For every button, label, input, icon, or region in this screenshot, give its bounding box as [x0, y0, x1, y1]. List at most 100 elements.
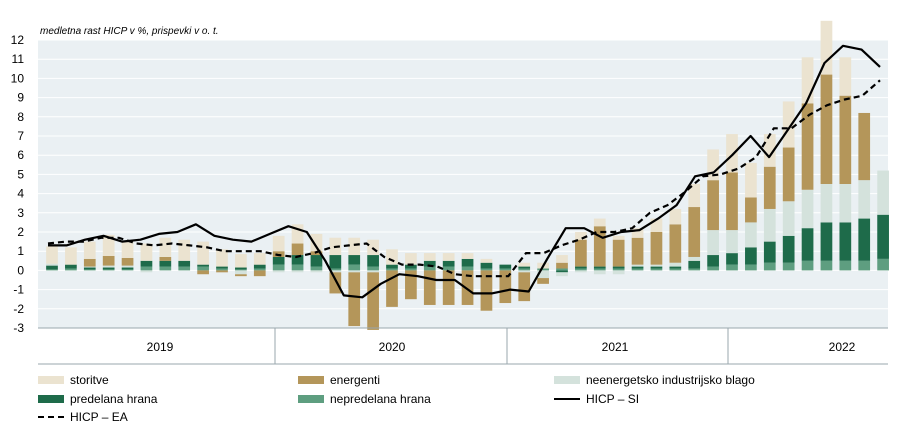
bar-storitve	[83, 241, 96, 259]
legend-item-predelana-hrana: predelana hrana	[38, 392, 157, 406]
bar-energenti	[650, 232, 663, 265]
bar-predelana	[272, 256, 285, 265]
bar-storitve	[688, 184, 701, 208]
bar-neenergetsko	[102, 265, 115, 268]
bar-energenti	[537, 278, 549, 284]
bar-predelana	[650, 266, 663, 269]
bar-predelana	[575, 266, 587, 269]
bar-storitve	[801, 57, 814, 104]
bar-nepredelana	[65, 268, 77, 271]
legend-swatch-neenergetsko	[554, 376, 580, 384]
bar-neenergetsko	[537, 270, 549, 279]
legend-label-neenergetsko: neenergetsko industrijsko blago	[586, 373, 755, 387]
bar-predelana	[480, 262, 493, 269]
bar-energenti	[442, 270, 455, 305]
bar-nepredelana	[669, 268, 682, 271]
legend-label-hicp-si: HICP – SI	[586, 392, 640, 406]
bar-predelana	[310, 255, 323, 267]
bar-energenti	[556, 262, 568, 269]
bar-storitve	[178, 239, 191, 261]
bar-nepredelana	[386, 268, 398, 271]
bar-storitve	[65, 247, 77, 265]
bar-nepredelana	[121, 269, 134, 271]
bar-nepredelana	[801, 260, 814, 271]
bar-nepredelana	[858, 260, 871, 271]
bar-nepredelana	[197, 266, 209, 271]
bar-energenti	[575, 239, 587, 267]
bar-nepredelana	[745, 264, 757, 271]
bar-storitve	[423, 253, 436, 261]
bar-storitve	[612, 235, 625, 240]
bar-nepredelana	[612, 268, 625, 271]
bar-energenti	[329, 272, 342, 294]
x-tick-label: 2021	[602, 340, 629, 354]
bar-energenti	[197, 270, 209, 275]
bar-energenti	[253, 270, 266, 277]
bar-nepredelana	[102, 269, 115, 271]
bar-neenergetsko	[839, 184, 852, 223]
bar-energenti	[612, 239, 625, 267]
legend-label-energenti: energenti	[330, 373, 381, 387]
bar-nepredelana	[423, 266, 436, 271]
y-tick-label: 2	[17, 225, 24, 239]
bar-energenti	[216, 270, 228, 273]
bar-storitve	[102, 234, 115, 256]
bar-storitve	[272, 235, 285, 252]
bar-storitve	[405, 253, 417, 265]
bar-energenti	[858, 112, 871, 181]
bar-storitve	[631, 228, 644, 238]
bar-storitve	[650, 218, 663, 232]
bar-neenergetsko	[46, 263, 58, 266]
bar-series	[46, 20, 889, 330]
bar-energenti	[745, 197, 757, 223]
bar-predelana	[386, 264, 398, 269]
legend-item-neenergetsko: neenergetsko industrijsko blago	[554, 373, 755, 387]
bar-energenti	[386, 270, 398, 307]
legend-swatch-nepredelana-hrana	[298, 395, 324, 403]
bar-storitve	[745, 162, 757, 198]
legend-label-hicp-ea: HICP – EA	[70, 410, 128, 424]
bar-predelana	[593, 266, 606, 269]
bar-predelana	[688, 260, 701, 269]
bar-storitve	[348, 237, 361, 256]
bar-nepredelana	[216, 268, 228, 271]
bar-storitve	[291, 224, 304, 244]
bar-predelana	[801, 228, 814, 261]
bar-predelana	[197, 264, 209, 267]
bar-energenti	[461, 270, 474, 305]
bar-energenti	[159, 256, 172, 261]
y-tick-label: 7	[17, 129, 24, 143]
bar-nepredelana	[726, 264, 738, 271]
bar-nepredelana	[442, 266, 455, 271]
x-axis: 2019 2020 2021 2022	[38, 327, 888, 365]
bar-neenergetsko	[235, 270, 247, 275]
bar-energenti	[291, 243, 304, 256]
bar-predelana	[291, 255, 304, 265]
bar-energenti	[707, 180, 719, 231]
bar-energenti	[763, 166, 776, 209]
bar-energenti	[726, 172, 738, 231]
bar-nepredelana	[480, 268, 493, 271]
bar-energenti	[480, 270, 493, 311]
bar-energenti	[688, 207, 701, 257]
bar-energenti	[348, 272, 361, 327]
bar-energenti	[518, 272, 531, 302]
legend-swatch-storitve	[38, 376, 64, 384]
bar-predelana	[820, 222, 833, 261]
bar-nepredelana	[518, 268, 531, 271]
bar-energenti	[839, 95, 852, 184]
bar-predelana	[65, 264, 77, 269]
bar-storitve	[46, 246, 58, 264]
bar-nepredelana	[140, 266, 153, 271]
legend-label-nepredelana-hrana: nepredelana hrana	[330, 392, 431, 406]
y-tick-label: 1	[17, 244, 24, 258]
x-tick-label: 2019	[147, 340, 174, 354]
bar-storitve	[140, 243, 153, 261]
bar-energenti	[405, 270, 417, 300]
y-tick-label: 8	[17, 110, 24, 124]
y-tick-label: 12	[11, 33, 25, 47]
bar-neenergetsko	[518, 270, 531, 273]
bar-energenti	[820, 74, 833, 184]
bar-nepredelana	[178, 266, 191, 271]
